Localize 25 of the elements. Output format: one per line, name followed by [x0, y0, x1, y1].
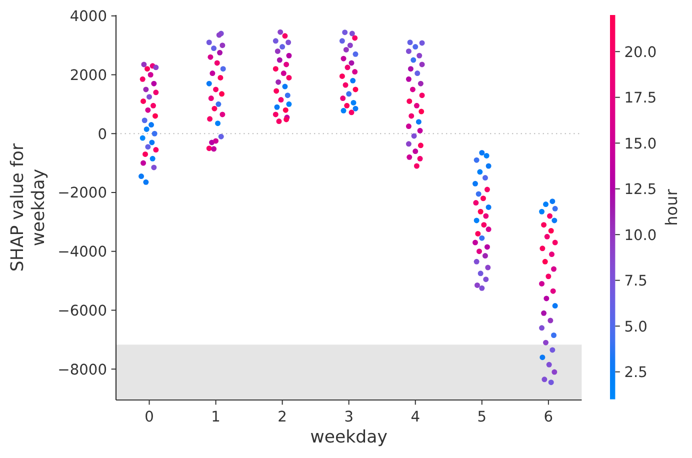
color-bar-label: 20.0 [624, 44, 657, 61]
x-tick-label: 1 [211, 408, 220, 426]
x-tick-label: 6 [544, 408, 554, 426]
y-axis-title: SHAP value for weekday [8, 142, 49, 272]
x-tick-label: 3 [344, 408, 354, 426]
y-tick-label: 2000 [70, 67, 107, 84]
y-tick-label: −6000 [58, 302, 107, 320]
x-tick-label: 2 [278, 408, 287, 426]
color-bar-label: 10.0 [624, 226, 657, 244]
color-bar-label: 2.5 [624, 364, 648, 382]
color-bar-label: 7.5 [624, 272, 648, 290]
x-tick-label: 4 [410, 408, 420, 426]
color-bar-label: 5.0 [624, 318, 648, 336]
color-bar-title: hour [662, 188, 681, 226]
y-tick-label: 4000 [70, 8, 107, 26]
y-tick-label: 0 [98, 126, 107, 143]
x-tick-label: 5 [477, 408, 487, 426]
y-tick-label: −4000 [58, 244, 107, 261]
x-tick-label: 0 [144, 408, 154, 426]
x-axis-title: weekday [310, 428, 388, 448]
y-tick-label: −2000 [58, 184, 107, 202]
y-tick-label: −8000 [58, 361, 107, 378]
color-bar-label: 17.5 [624, 90, 657, 107]
color-bar-label: 12.5 [624, 181, 657, 198]
color-bar-label: 15.0 [624, 135, 657, 152]
